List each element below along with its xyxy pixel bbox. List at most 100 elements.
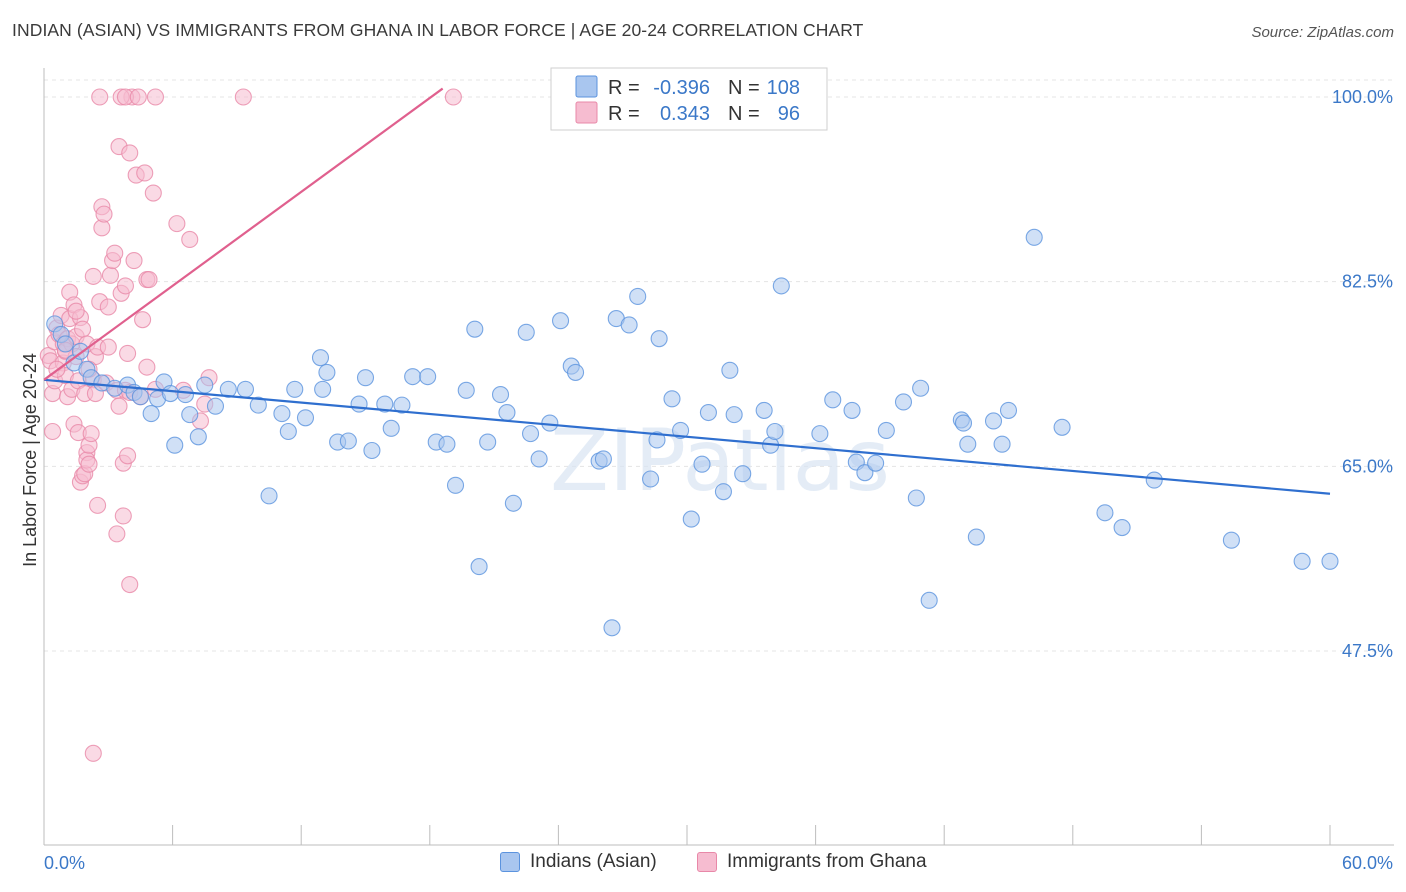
indian-point-42 xyxy=(419,368,437,386)
ghana-point-53 xyxy=(108,525,126,543)
ghana-point-85 xyxy=(91,88,109,106)
indian-point-30 xyxy=(311,349,330,367)
indian-point-67 xyxy=(648,431,666,449)
indian-point-44 xyxy=(438,435,456,453)
y-axis-label: In Labor Force | Age 20-24 xyxy=(20,353,40,567)
indian-point-52 xyxy=(504,494,522,512)
legend-label-indians: Indians (Asian) xyxy=(530,851,657,872)
ghana-point-92 xyxy=(84,744,102,762)
ghana-point-52 xyxy=(106,244,124,262)
indian-point-100 xyxy=(1025,228,1043,246)
indian-point-64 xyxy=(620,316,638,334)
indian-point-70 xyxy=(672,421,690,440)
ghana-point-56 xyxy=(110,397,128,415)
indian-point-107 xyxy=(1321,552,1339,570)
ghana-point-41 xyxy=(89,496,107,514)
indian-point-25 xyxy=(260,487,278,505)
legend-r-pink: 0.343 xyxy=(660,103,710,125)
ghana-point-50 xyxy=(101,266,119,284)
indian-point-27 xyxy=(279,422,297,441)
ghana-point-61 xyxy=(116,277,134,295)
indian-point-59 xyxy=(566,363,585,381)
indian-point-88 xyxy=(877,421,895,440)
legend-r-blue: -0.396 xyxy=(653,77,710,99)
indian-point-76 xyxy=(725,406,743,424)
indian-point-82 xyxy=(811,425,829,443)
indian-point-39 xyxy=(382,419,400,437)
legend-n-blue: 108 xyxy=(767,77,800,99)
indian-point-41 xyxy=(404,368,422,386)
ghana-point-34 xyxy=(80,455,98,473)
axes xyxy=(43,68,1394,846)
ghana-point-75 xyxy=(140,271,158,289)
legend-swatch-pink xyxy=(575,101,598,124)
ghana-point-49 xyxy=(99,338,117,356)
indian-point-57 xyxy=(551,312,570,330)
ghana-point-37 xyxy=(84,267,102,285)
indian-point-71 xyxy=(682,510,700,528)
indian-point-95 xyxy=(959,435,977,453)
ghana-point-72 xyxy=(136,164,154,182)
indian-point-18 xyxy=(181,406,199,424)
y-tick-label-0: 47.5% xyxy=(1342,641,1393,661)
y-tick-labels: 47.5% 65.0% 82.5% 100.0% xyxy=(1332,87,1393,661)
indian-point-34 xyxy=(339,432,357,450)
ghana-point-27 xyxy=(74,320,92,338)
indian-point-24 xyxy=(249,396,267,414)
indian-point-15 xyxy=(161,384,180,403)
indian-point-94 xyxy=(954,414,973,432)
indian-point-72 xyxy=(693,455,711,473)
indian-point-90 xyxy=(907,489,925,507)
indian-point-20 xyxy=(196,376,214,394)
ghana-point-88 xyxy=(129,88,147,106)
indian-point-11 xyxy=(131,388,149,406)
ghana-point-64 xyxy=(121,144,139,162)
x-tick-label-0: 0.0% xyxy=(44,853,85,873)
indian-point-62 xyxy=(603,619,621,637)
ghana-point-89 xyxy=(234,88,252,106)
ghana-point-48 xyxy=(99,298,117,316)
indian-point-80 xyxy=(766,422,784,441)
ghana-point-46 xyxy=(95,205,113,223)
indian-point-28 xyxy=(286,380,304,398)
ghana-point-94 xyxy=(444,88,462,106)
legend-swatch-ghana xyxy=(697,852,717,872)
chart-title: INDIAN (ASIAN) VS IMMIGRANTS FROM GHANA … xyxy=(12,20,864,40)
ghana-point-68 xyxy=(125,252,143,270)
y-tick-label-3: 100.0% xyxy=(1332,87,1393,107)
legend-swatch-indians xyxy=(500,852,520,872)
indian-point-17 xyxy=(176,386,195,404)
indian-point-45 xyxy=(446,476,465,494)
legend-label-ghana: Immigrants from Ghana xyxy=(727,851,927,872)
indian-point-86 xyxy=(856,464,874,482)
indian-point-49 xyxy=(479,433,497,451)
indian-point-16 xyxy=(166,436,184,454)
indian-point-101 xyxy=(1053,418,1071,436)
indian-point-81 xyxy=(772,277,790,295)
indian-point-55 xyxy=(530,450,548,468)
indian-point-104 xyxy=(1145,471,1163,489)
ghana-point-63 xyxy=(119,344,137,362)
ghana-point-74 xyxy=(138,358,156,376)
indian-point-78 xyxy=(755,401,773,419)
indian-point-105 xyxy=(1222,531,1240,549)
ghana-point-36 xyxy=(82,425,100,443)
indian-point-75 xyxy=(721,361,739,379)
ghana-point-71 xyxy=(134,311,152,329)
indian-point-47 xyxy=(466,320,484,338)
indian-point-92 xyxy=(920,591,938,609)
ghana-point-66 xyxy=(121,575,139,594)
indian-point-87 xyxy=(867,454,885,472)
indian-trend-line xyxy=(43,378,1331,495)
indian-point-51 xyxy=(498,403,516,422)
y-tick-label-2: 82.5% xyxy=(1342,272,1393,292)
indian-point-98 xyxy=(993,435,1011,453)
x-tick-labels: 0.0% 60.0% xyxy=(44,853,1393,873)
indian-point-53 xyxy=(517,323,535,341)
indian-point-54 xyxy=(521,425,540,443)
indian-point-65 xyxy=(629,287,647,305)
indian-point-19 xyxy=(189,428,207,446)
ghana-point-78 xyxy=(146,88,165,106)
bottom-legend-ghana: Immigrants from Ghana xyxy=(697,851,927,873)
indian-point-2 xyxy=(56,335,74,353)
